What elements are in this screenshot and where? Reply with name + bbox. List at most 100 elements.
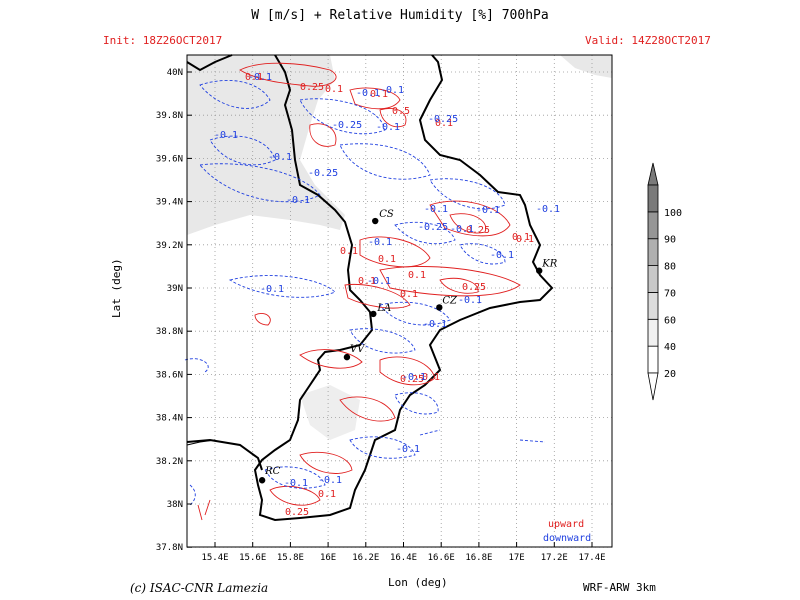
downward-contour-label: -0.1: [214, 130, 238, 141]
x-tick-label: 17E: [508, 553, 524, 563]
y-tick-label: 37.8N: [156, 543, 183, 553]
downward-contour-label: -0.25: [332, 120, 362, 131]
downward-contour-label: -0.25: [428, 114, 458, 125]
y-tick-label: 39.2N: [156, 241, 183, 251]
y-tick-label: 40N: [167, 68, 183, 78]
city-dot: [372, 217, 379, 225]
regional-border: [186, 439, 216, 446]
colorbar-level-label: 90: [664, 235, 676, 246]
colorbar-segment: [647, 184, 659, 213]
axis-ticks: 15.4E 15.6E 15.8E 16E 16.2E 16.4E 16.6E 16.8E 17…: [156, 68, 606, 563]
colorbar-segment: [647, 292, 659, 320]
downward-contour-label: -0.1: [536, 204, 560, 215]
upward-contour-label: 0.1: [378, 254, 396, 265]
colorbar-segment: [647, 265, 659, 293]
x-tick-label: 15.8E: [277, 553, 304, 563]
x-tick-label: 16E: [320, 553, 336, 563]
upward-contour-label: 0.25: [466, 225, 490, 236]
downward-contour-label: -0.1: [286, 195, 310, 206]
downward-contour-label: -0.1: [458, 295, 482, 306]
city-markers: CS KR CZ LA VV RC: [258, 209, 558, 484]
colorbar-level-label: 100: [664, 208, 682, 219]
upward-contour-labels: 0.10.10.50.10.250.10.10.10.250.10.10.250…: [245, 72, 534, 518]
legend-upward: upward: [548, 519, 584, 530]
downward-contour-label: -0.1: [476, 205, 500, 216]
coastline: [186, 54, 554, 522]
colorbar-level-label: 20: [664, 369, 676, 380]
upward-contour-label: 0.1: [325, 84, 343, 95]
upward-contour-label: 0.1: [340, 246, 358, 257]
x-tick-label: 16.4E: [390, 553, 417, 563]
city-label: LA: [376, 303, 391, 314]
colorbar-segment: [647, 318, 659, 347]
downward-contour-label: -0.1: [490, 250, 514, 261]
x-tick-label: 16.2E: [352, 553, 379, 563]
downward-contour-label: -0.1: [318, 475, 342, 486]
y-tick-label: 38N: [167, 500, 183, 510]
downward-contour-label: -0.1: [376, 122, 400, 133]
city-label: VV: [350, 344, 366, 355]
model-name: WRF-ARW 3km: [583, 581, 656, 594]
downward-contour-label: -0.25: [308, 168, 338, 179]
upward-contour-label: 0.1: [512, 232, 530, 243]
upward-contour-label: 0.1: [370, 89, 388, 100]
downward-contour-label: -0.1: [356, 88, 380, 99]
downward-contour-label: -0.1: [260, 284, 284, 295]
downward-contour-label: -0.1: [268, 152, 292, 163]
upward-contours: [197, 62, 521, 521]
upward-contour-label: 0.1: [400, 289, 418, 300]
x-tick-label: 15.4E: [201, 553, 228, 563]
grid-lines: [187, 55, 612, 548]
upward-contour-label: 0.1: [245, 72, 263, 83]
plot-frame: [186, 54, 613, 548]
colorbar-bottom-arrow: [647, 372, 659, 401]
colorbar-level-label: 60: [664, 315, 676, 326]
downward-contours: [184, 79, 546, 506]
downward-contour-label: -0.1: [402, 372, 426, 383]
city-label: RC: [264, 466, 281, 477]
upward-contour-label: 0.25: [400, 374, 424, 385]
x-axis-label: Lon (deg): [388, 576, 448, 589]
city-dot: [536, 267, 543, 274]
upward-contour-label: 0.5: [392, 106, 410, 117]
valid-time: Valid: 14Z28OCT2017: [585, 34, 711, 47]
downward-contour-label: -0.1: [380, 85, 404, 96]
city-label: KR: [541, 259, 557, 270]
legend-downward: downward: [543, 533, 591, 544]
city-label: CZ: [442, 295, 458, 306]
y-tick-label: 38.4N: [156, 414, 183, 424]
downward-contour-label: -0.1: [368, 237, 392, 248]
y-tick-label: 38.2N: [156, 457, 183, 467]
city-dot: [258, 477, 266, 484]
downward-contour-label: -0.1: [450, 224, 474, 235]
y-tick-label: 38.6N: [156, 370, 183, 380]
x-tick-label: 17.2E: [541, 553, 568, 563]
downward-contour-label: -0.1: [284, 478, 308, 489]
downward-contour-label: -0.1: [396, 444, 420, 455]
y-tick-label: 39N: [167, 284, 183, 294]
colorbar-segment: [647, 345, 659, 374]
chart-title: W [m/s] + Relative Humidity [%] 700hPa: [251, 8, 549, 23]
upward-contour-label: 0.25: [300, 82, 324, 93]
credit-text: (c) ISAC-CNR Lamezia: [130, 581, 269, 595]
y-tick-label: 38.8N: [156, 327, 183, 337]
upward-contour-label: 0.1: [516, 234, 534, 245]
upward-contour-label: 0.1: [408, 270, 426, 281]
y-tick-label: 39.6N: [156, 154, 183, 164]
upward-contour-label: 0.1: [358, 276, 376, 287]
colorbar: 20 40 60 70 80 90 100: [647, 162, 682, 401]
downward-contour-label: -0.1: [424, 204, 448, 215]
y-tick-label: 39.8N: [156, 111, 183, 121]
downward-contour-label: -0.25: [418, 222, 448, 233]
city-label: CS: [379, 209, 394, 220]
colorbar-segment: [647, 211, 659, 240]
x-tick-label: 16.6E: [428, 553, 455, 563]
downward-contour-labels: -0.1-0.1-0.1-0.1-0.25-0.1-0.1-0.25-0.1 -0…: [214, 72, 560, 489]
city-dot: [436, 304, 443, 311]
downward-contour-label: -0.1: [248, 72, 272, 83]
city-dot: [343, 353, 351, 361]
downward-contour-label: -0.1: [367, 276, 391, 287]
colorbar-segment: [647, 238, 659, 266]
colorbar-level-label: 40: [664, 342, 676, 353]
